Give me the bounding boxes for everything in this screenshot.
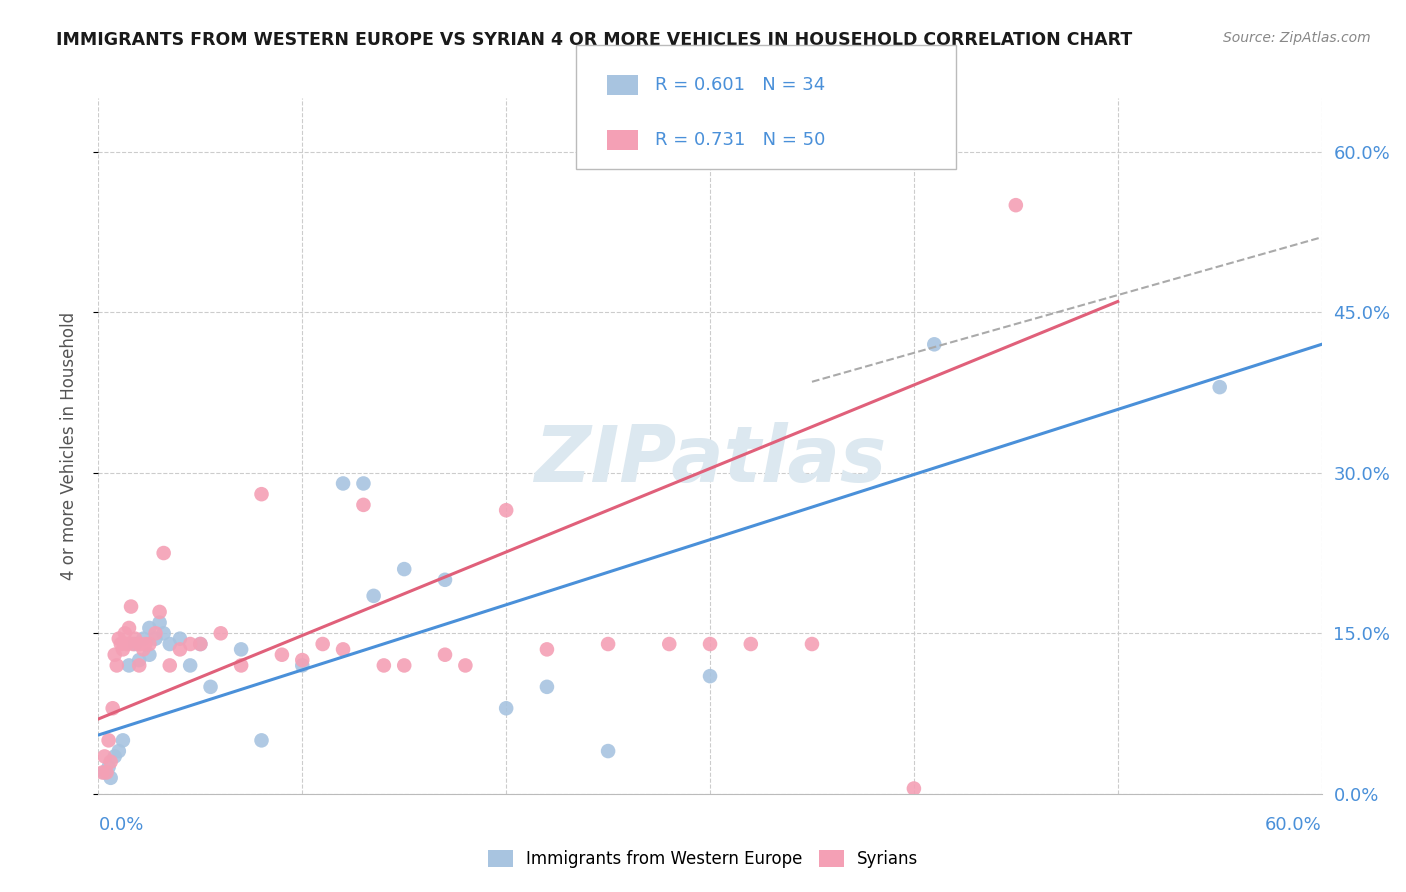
Point [392,658,416,673]
Text: R = 0.601   N = 34: R = 0.601 N = 34 [655,76,825,94]
Point [658,637,681,651]
Point [93,765,115,780]
Point [536,642,558,657]
Point [152,626,174,640]
Point [250,733,273,747]
Point [159,658,181,673]
Point [495,503,517,517]
Point [134,637,156,651]
Point [454,658,477,673]
Text: R = 0.731   N = 50: R = 0.731 N = 50 [655,131,825,149]
Point [250,487,273,501]
Point [312,637,335,651]
Point [188,637,212,651]
Point [104,648,127,662]
Point [231,658,253,673]
Point [108,632,131,646]
Point [373,658,395,673]
Point [231,642,253,657]
Point [120,599,142,614]
Point [495,701,517,715]
Point [149,615,172,630]
Y-axis label: 4 or more Vehicles in Household: 4 or more Vehicles in Household [59,312,77,580]
Text: IMMIGRANTS FROM WESTERN EUROPE VS SYRIAN 4 OR MORE VEHICLES IN HOUSEHOLD CORRELA: IMMIGRANTS FROM WESTERN EUROPE VS SYRIAN… [56,31,1132,49]
Point [200,680,222,694]
Point [128,658,150,673]
Point [110,637,132,651]
Point [699,637,721,651]
Legend: Immigrants from Western Europe, Syrians: Immigrants from Western Europe, Syrians [481,843,925,875]
Point [149,605,172,619]
Point [128,637,150,651]
Point [1208,380,1232,394]
Point [169,632,191,646]
Point [118,658,141,673]
Point [105,658,128,673]
Point [363,589,385,603]
Point [152,546,174,560]
Point [291,658,314,673]
Text: 60.0%: 60.0% [1265,816,1322,834]
Point [132,632,155,646]
Point [332,642,354,657]
Point [352,476,374,491]
Point [169,642,191,657]
Point [124,637,146,651]
Point [699,669,721,683]
Point [96,765,118,780]
Point [104,749,127,764]
Point [433,648,456,662]
Point [392,562,416,576]
Point [1004,198,1026,212]
Point [100,771,122,785]
Point [352,498,374,512]
Point [115,637,138,651]
Point [108,744,131,758]
Point [209,626,232,640]
Point [922,337,945,351]
Point [100,755,122,769]
Point [291,653,314,667]
Point [93,749,115,764]
Point [270,648,294,662]
Point [596,744,619,758]
Point [97,733,120,747]
Point [114,626,136,640]
Point [101,701,124,715]
Point [91,765,114,780]
Point [124,632,146,646]
Point [740,637,762,651]
Point [138,637,160,651]
Point [903,781,925,796]
Point [118,621,141,635]
Point [145,632,167,646]
Point [111,733,134,747]
Point [138,648,160,662]
Text: Source: ZipAtlas.com: Source: ZipAtlas.com [1223,31,1371,45]
Point [179,658,201,673]
Point [433,573,456,587]
Point [122,637,145,651]
Point [138,621,160,635]
Point [596,637,619,651]
Point [145,626,167,640]
Point [111,642,134,657]
Point [159,637,181,651]
Text: ZIPatlas: ZIPatlas [534,422,886,498]
Point [179,637,201,651]
Point [97,760,120,774]
Point [536,680,558,694]
Point [128,653,150,667]
Point [132,642,155,657]
Point [801,637,824,651]
Point [332,476,354,491]
Text: 0.0%: 0.0% [98,816,143,834]
Point [188,637,212,651]
